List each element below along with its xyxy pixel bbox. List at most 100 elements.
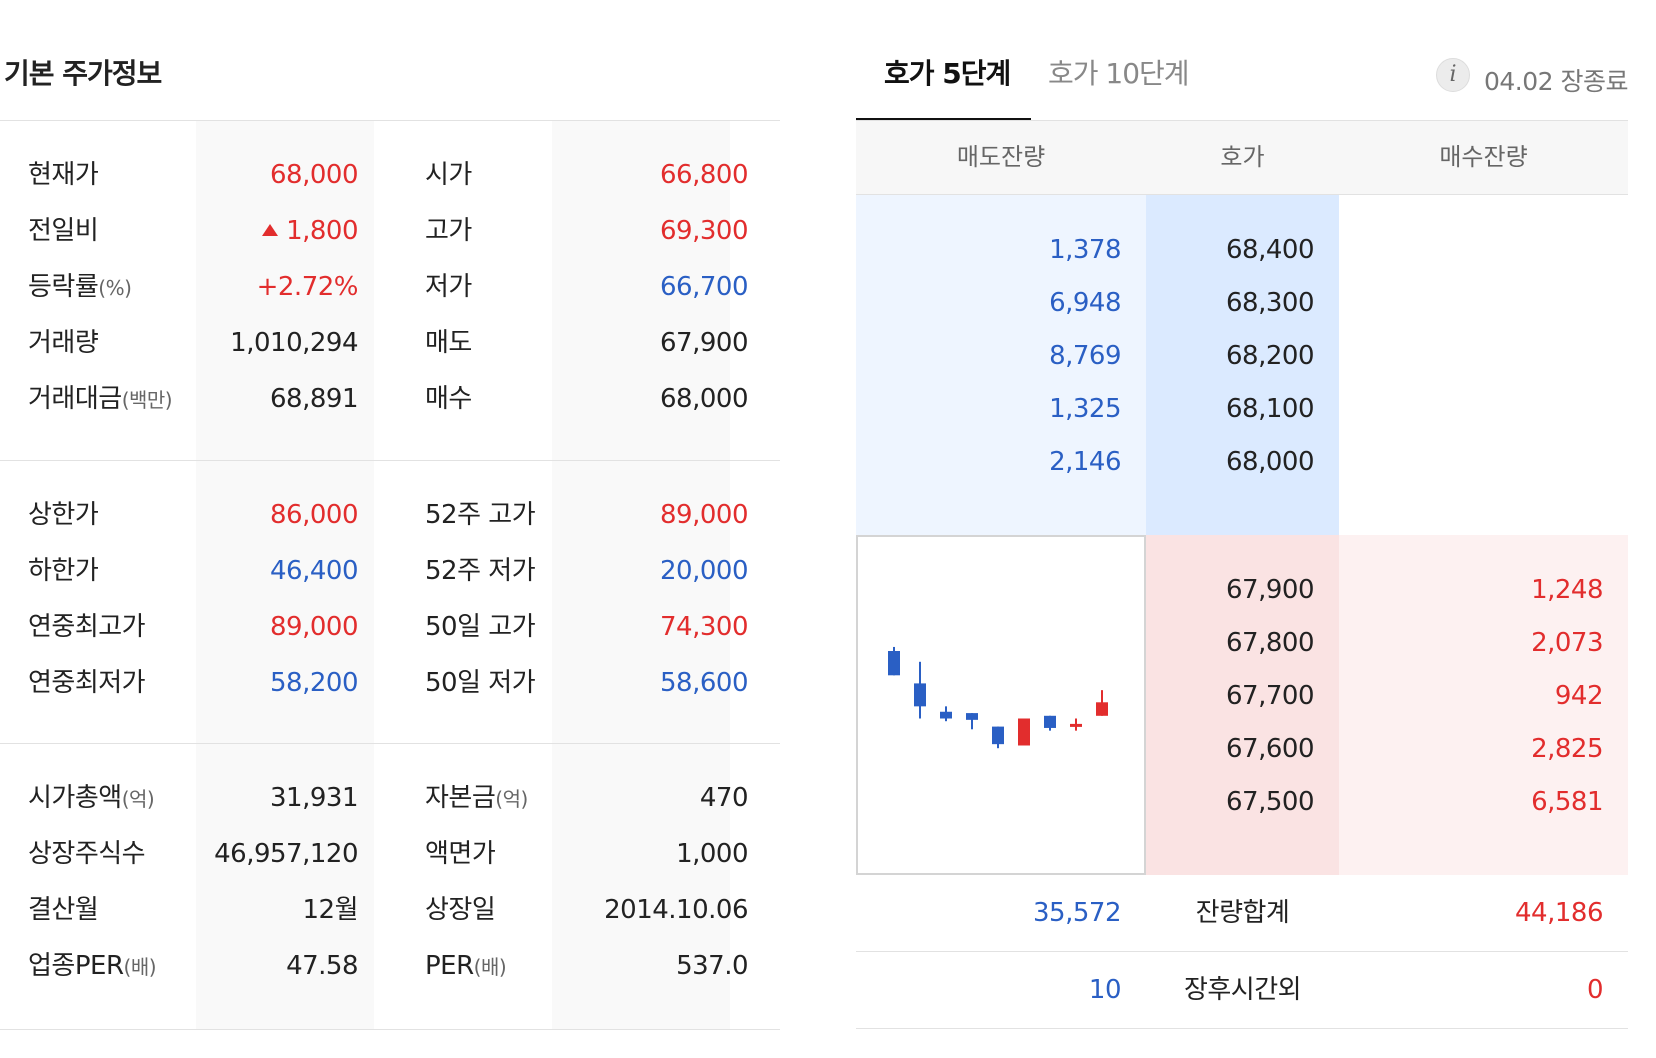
info-value: 74,300 (660, 599, 748, 655)
candle-body (914, 683, 926, 707)
info-label-text: 저가 (425, 272, 472, 302)
info-label-text: 매수 (425, 384, 472, 414)
header-price: 호가 (1220, 143, 1265, 171)
ask-qty: 1,378 (1049, 235, 1121, 265)
info-label: 결산월 (28, 882, 99, 938)
info-value-text: 74,300 (660, 612, 748, 642)
title-divider (0, 120, 780, 121)
mini-candle-chart (856, 535, 1146, 875)
candle-body (992, 726, 1004, 745)
candle (1018, 718, 1030, 746)
info-value: 68,000 (660, 371, 748, 427)
info-value: 12월 (302, 882, 358, 938)
market-status: 04.02 장종료 (1483, 67, 1629, 96)
info-label-text: 연중최저가 (28, 668, 146, 698)
after-hours-ask-qty: 10 (1088, 975, 1122, 1005)
info-label: PER(배) (425, 938, 507, 994)
after-hours-row: 10 장후시간외 0 (856, 952, 1628, 1029)
bid-qty: 942 (1554, 681, 1604, 711)
info-value-text: 58,200 (270, 668, 358, 698)
info-value-text: 86,000 (270, 500, 358, 530)
info-value: 68,891 (270, 371, 358, 427)
info-label-text: 연중최고가 (28, 612, 146, 642)
bid-price: 67,900 (1226, 575, 1314, 605)
info-value: 68,000 (270, 147, 358, 203)
ask-qty: 1,325 (1049, 394, 1121, 424)
info-label-text: 상한가 (28, 500, 99, 530)
orderbook-header: 매도잔량 호가 매수잔량 (856, 121, 1628, 195)
basic-info-title: 기본 주가정보 (4, 57, 162, 90)
ask-row[interactable]: 8,769 68,200 (856, 328, 1628, 384)
bid-row[interactable]: 67,700 942 (856, 668, 1628, 724)
info-value: 46,400 (270, 543, 358, 599)
value-column-bg (196, 121, 374, 1030)
info-value: 46,957,120 (214, 826, 358, 882)
bid-row[interactable]: 67,500 6,581 (856, 774, 1628, 830)
bid-row[interactable]: 67,600 2,825 (856, 721, 1628, 777)
bid-row[interactable]: 67,900 1,248 (856, 562, 1628, 618)
info-label: 매수 (425, 371, 472, 427)
info-row: 상한가 86,000 52주 고가 89,000 (0, 487, 780, 543)
candle-body (1044, 715, 1056, 728)
info-label-text: 52주 고가 (425, 500, 536, 530)
info-value-text: 68,000 (660, 384, 748, 414)
ask-row[interactable]: 1,378 68,400 (856, 222, 1628, 278)
info-value-text: 89,000 (660, 500, 748, 530)
info-label: 상장일 (425, 882, 496, 938)
candle (914, 661, 926, 719)
candle-chart-svg (888, 646, 1108, 749)
info-value: 58,600 (660, 655, 748, 711)
info-label: 거래대금(백만) (28, 371, 173, 427)
basic-stock-info-panel: 기본 주가정보 현재가 68,000 시가 66,800 전일비 1,800 고가 69,30… (0, 0, 780, 1058)
ask-row[interactable]: 2,146 68,000 (856, 434, 1628, 490)
value-column-bg (552, 121, 730, 1030)
ask-qty: 6,948 (1049, 288, 1121, 318)
info-label: 액면가 (425, 826, 496, 882)
info-value-text: 68,891 (270, 384, 358, 414)
info-value-text: 46,400 (270, 556, 358, 586)
ask-price: 68,000 (1226, 447, 1314, 477)
info-row: 결산월 12월 상장일 2014.10.06 (0, 882, 780, 938)
section-divider (0, 460, 780, 461)
tab-orderbook-10[interactable]: 호가 10단계 (1048, 57, 1190, 90)
after-hours-label: 장후시간외 (1183, 975, 1302, 1005)
info-label-text: 등락률 (28, 272, 99, 302)
ask-qty: 8,769 (1049, 341, 1121, 371)
info-label: 자본금(억) (425, 770, 528, 826)
info-value: 89,000 (660, 487, 748, 543)
info-value-text: 66,800 (660, 160, 748, 190)
ask-price: 68,400 (1226, 235, 1314, 265)
info-value: 67,900 (660, 315, 748, 371)
up-triangle-icon (262, 223, 279, 236)
info-label-text: 거래량 (28, 328, 99, 358)
info-value: 31,931 (270, 770, 358, 826)
info-label: 고가 (425, 203, 472, 259)
info-value: 1,800 (262, 203, 358, 259)
info-row: 상장주식수 46,957,120 액면가 1,000 (0, 826, 780, 882)
info-value-text: 537.0 (676, 951, 748, 981)
info-row: 전일비 1,800 고가 69,300 (0, 203, 780, 259)
ask-row[interactable]: 1,325 68,100 (856, 381, 1628, 437)
info-label-unit: (배) (473, 955, 507, 979)
info-label-text: 상장일 (425, 895, 496, 925)
section-divider (0, 743, 780, 744)
info-label: 업종PER(배) (28, 938, 157, 994)
candle-body (940, 711, 952, 719)
info-value: 58,200 (270, 655, 358, 711)
info-value: 66,800 (660, 147, 748, 203)
info-label: 상한가 (28, 487, 99, 543)
bid-row[interactable]: 67,800 2,073 (856, 615, 1628, 671)
info-value-text: 69,300 (660, 216, 748, 246)
info-label: 하한가 (28, 543, 99, 599)
bid-price: 67,600 (1226, 734, 1314, 764)
info-value: 66,700 (660, 259, 748, 315)
bid-qty: 2,825 (1531, 734, 1603, 764)
info-label: 전일비 (28, 203, 99, 259)
info-value-text: 67,900 (660, 328, 748, 358)
bid-qty: 2,073 (1531, 628, 1603, 658)
bid-qty-area (1339, 535, 1628, 875)
info-icon[interactable]: i (1436, 58, 1470, 92)
header-bid-qty: 매수잔량 (1439, 143, 1528, 171)
tab-orderbook-5[interactable]: 호가 5단계 (884, 57, 1011, 90)
ask-row[interactable]: 6,948 68,300 (856, 275, 1628, 331)
